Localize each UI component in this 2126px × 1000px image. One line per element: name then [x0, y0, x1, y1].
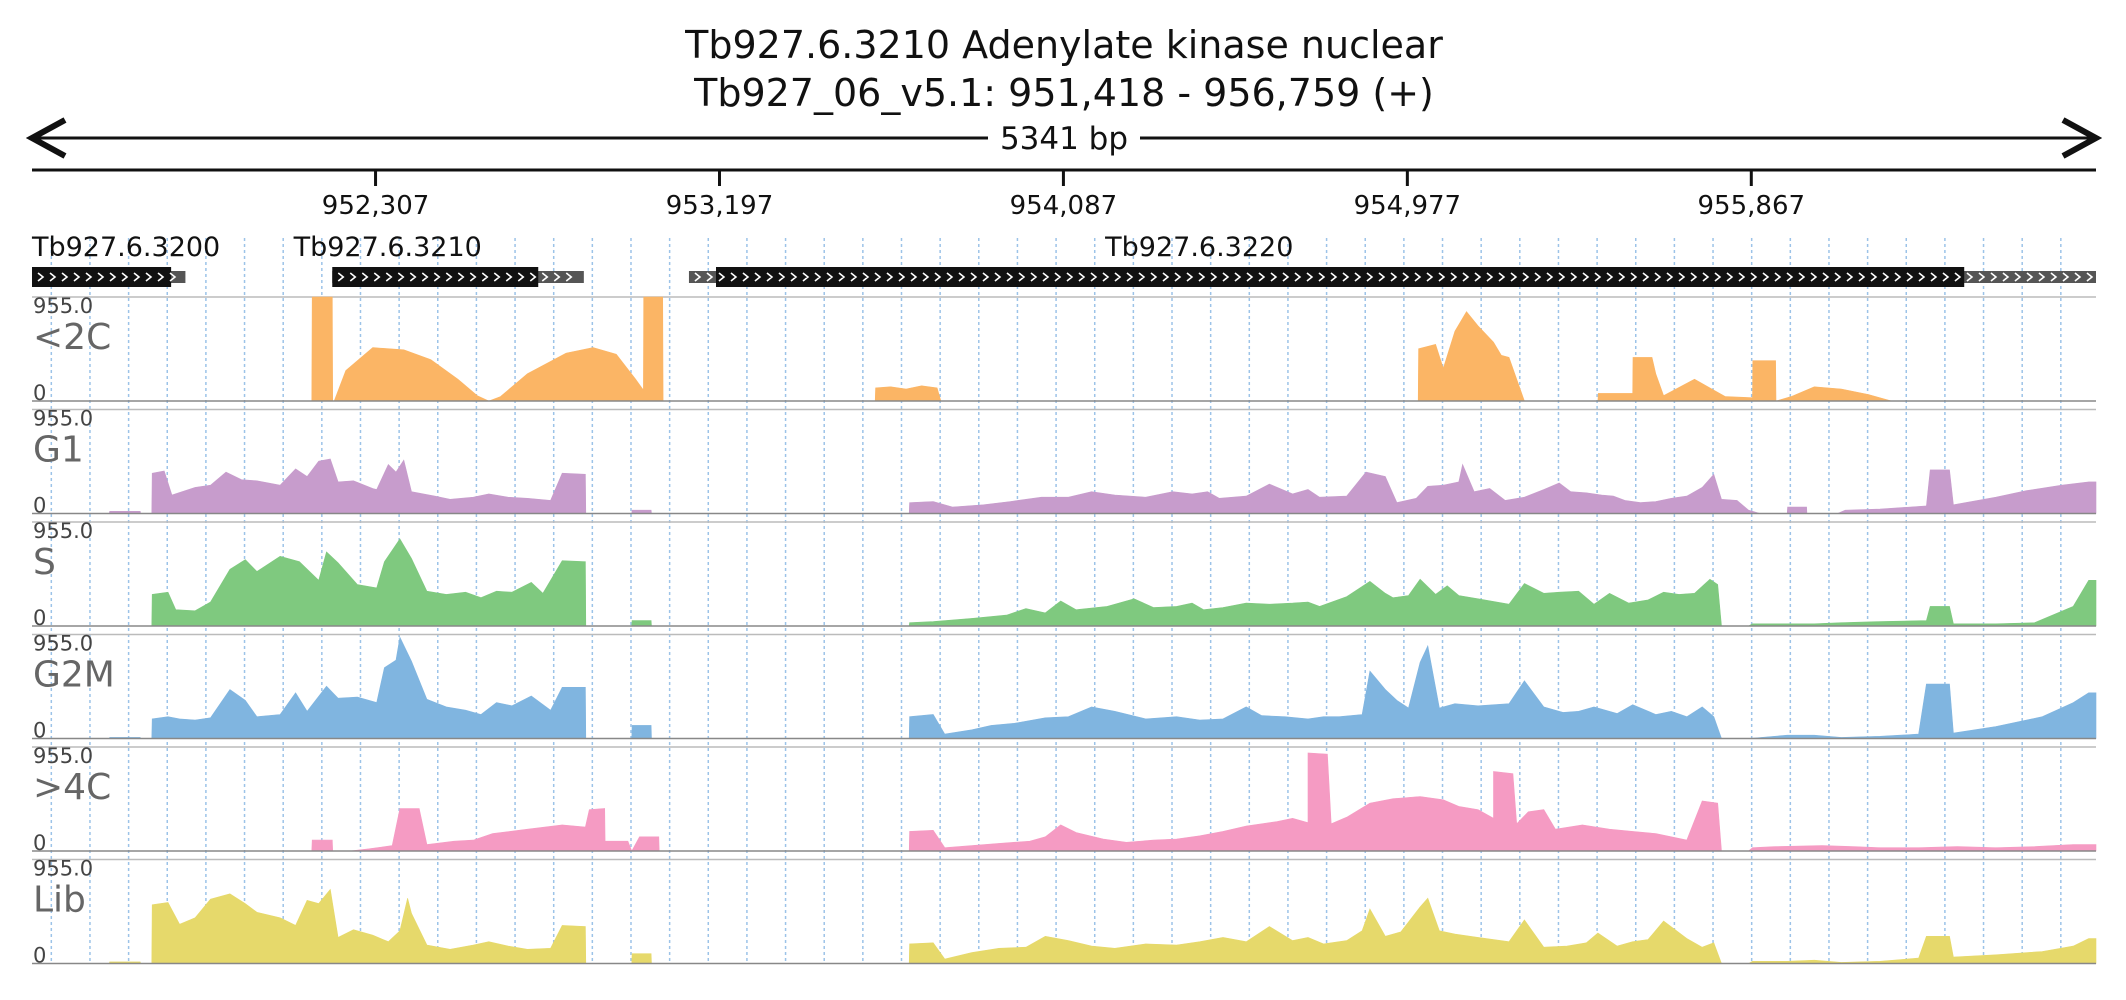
- gene-strand-arrows: [337, 272, 573, 282]
- axis-tick-label: 953,197: [666, 191, 774, 221]
- coverage-area: [32, 636, 2097, 739]
- coverage-area: [32, 752, 2097, 852]
- gene-label: Tb927.6.3220: [1104, 232, 1293, 263]
- gene-annotation-track: Tb927.6.3200 Tb927.6.3210 Tb927.6.3220: [31, 232, 2097, 287]
- track-zero-label: 0: [33, 381, 46, 405]
- track-zero-label: 0: [33, 944, 46, 968]
- gene-cds-bar: [716, 267, 1965, 287]
- coverage-area: [32, 888, 2097, 964]
- gene-strand-arrows: [37, 272, 177, 282]
- track-name-label: >4C: [33, 767, 111, 808]
- coverage-tracks: 955.0<2C0955.0G10955.0S0955.0G2M0955.0>4…: [32, 294, 2097, 968]
- track-name-label: Lib: [33, 880, 86, 921]
- track-zero-label: 0: [33, 719, 46, 743]
- track-max-label: 955.0: [33, 519, 93, 543]
- track-zero-label: 0: [33, 606, 46, 630]
- track-max-label: 955.0: [33, 632, 93, 656]
- track-zero-label: 0: [33, 494, 46, 518]
- coverage-area: [32, 538, 2097, 627]
- track-name-label: G1: [33, 430, 84, 471]
- track-max-label: 955.0: [33, 407, 93, 431]
- track-max-label: 955.0: [33, 294, 93, 318]
- gene-label: Tb927.6.3210: [293, 232, 482, 263]
- coverage-track: 955.0<2C 0: [32, 294, 2096, 405]
- gene-cds-bar: [332, 267, 539, 287]
- track-max-label: 955.0: [33, 744, 93, 768]
- track-name-label: S: [33, 542, 56, 583]
- track-name-label: G2M: [33, 655, 115, 696]
- coverage-track: 955.0S 0: [32, 519, 2097, 630]
- figure-title: Tb927.6.3210 Adenylate kinase nuclear: [684, 23, 1443, 67]
- gene-strand-arrows: [694, 272, 2094, 282]
- axis-tick-label: 954,087: [1010, 191, 1118, 221]
- coverage-track: 955.0G1 0: [32, 407, 2097, 518]
- coordinate-axis-ticks: 952,307 953,197 954,087 954,977 955,867: [322, 170, 1805, 221]
- gene-cds-bar: [32, 267, 172, 287]
- track-max-label: 955.0: [33, 857, 93, 881]
- coverage-area: [32, 458, 2097, 514]
- axis-tick-label: 955,867: [1698, 191, 1806, 221]
- span-length-label: 5341 bp: [1000, 121, 1128, 157]
- track-name-label: <2C: [33, 317, 111, 358]
- genomic-location: Tb927_06_v5.1: 951,418 - 956,759 (+): [693, 71, 1434, 115]
- axis-tick-label: 954,977: [1354, 191, 1462, 221]
- coverage-track: 955.0>4C 0: [32, 744, 2097, 855]
- coverage-area: [32, 296, 2096, 402]
- gene-label: Tb927.6.3200: [31, 232, 220, 263]
- track-zero-label: 0: [33, 831, 46, 855]
- region-span-ruler: 5341 bp: [32, 121, 2096, 157]
- axis-tick-label: 952,307: [322, 191, 430, 221]
